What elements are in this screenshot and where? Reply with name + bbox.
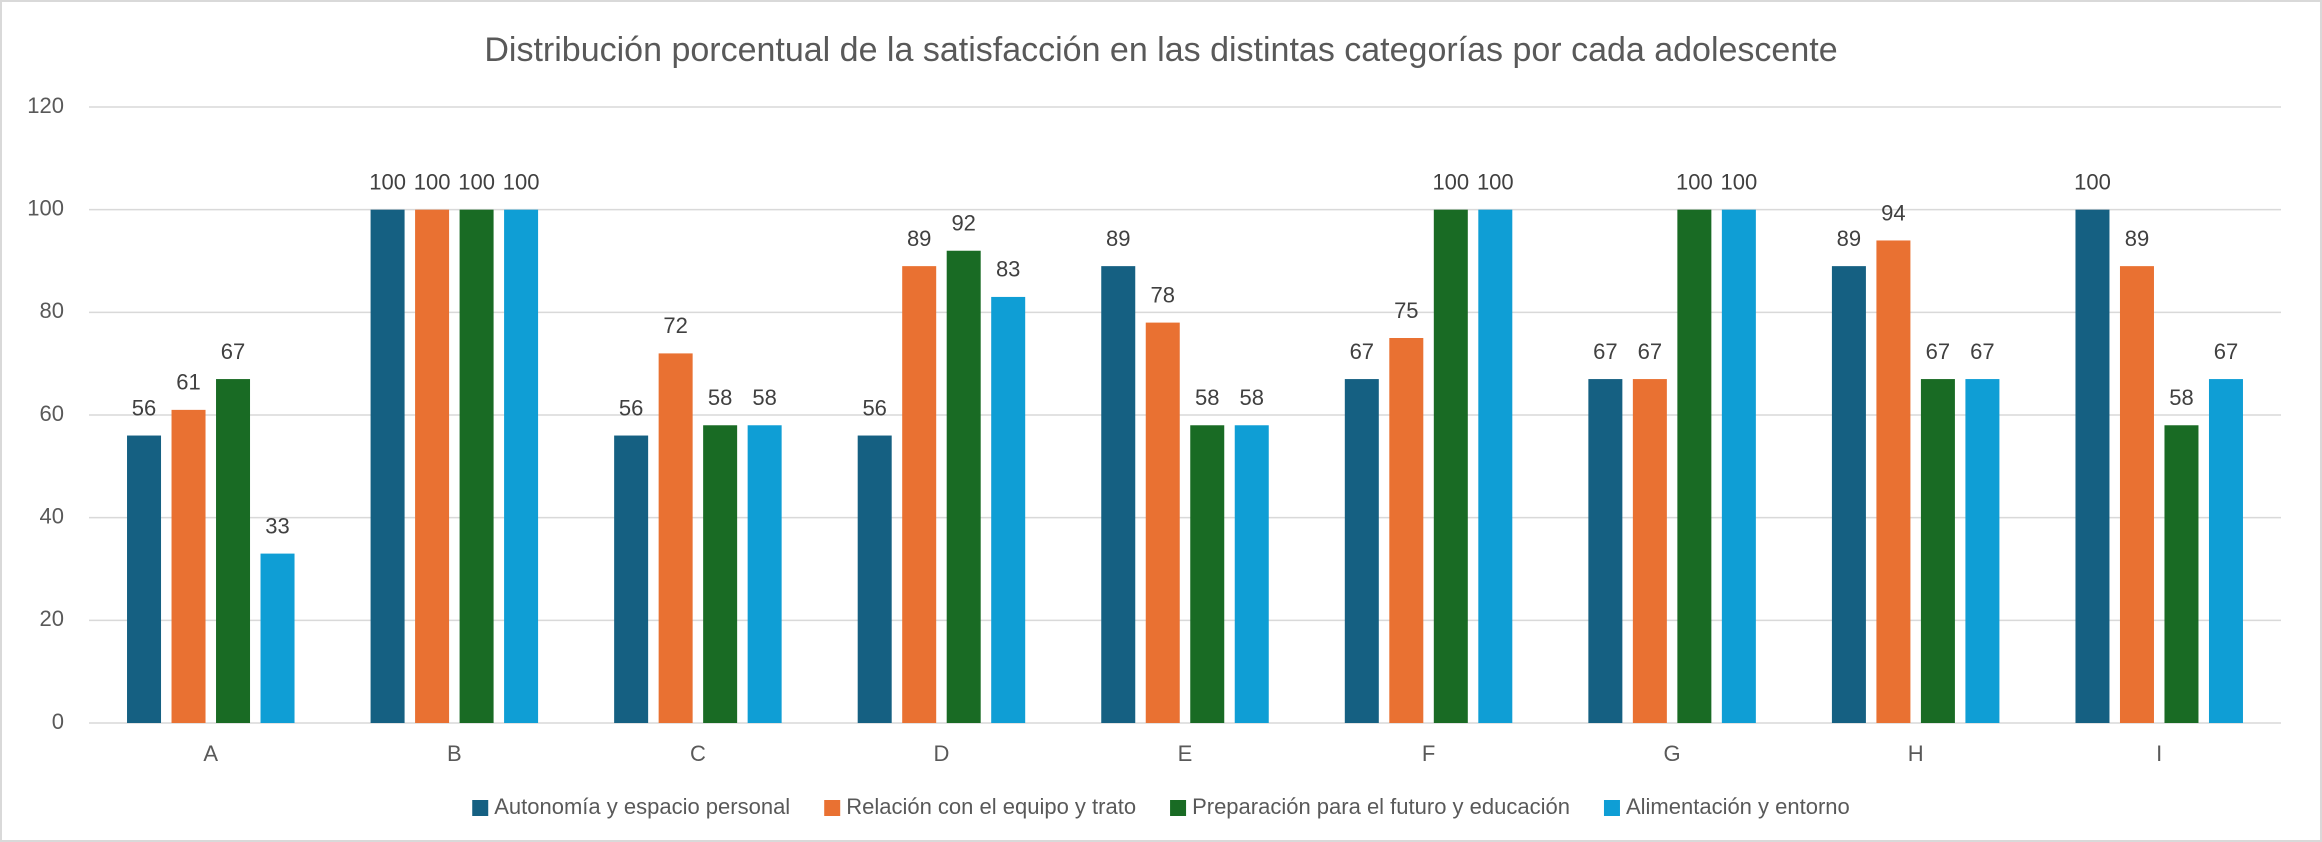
bar (658, 353, 693, 723)
legend-swatch (824, 800, 841, 816)
data-label: 100 (369, 169, 406, 194)
bar (504, 209, 539, 723)
x-tick-label: G (1664, 741, 1681, 766)
data-label: 100 (458, 169, 495, 194)
data-label: 100 (1721, 169, 1758, 194)
legend-label: Relación con el equipo y trato (846, 794, 1136, 819)
bar (614, 435, 649, 723)
x-tick-label: A (203, 741, 218, 766)
bar (1677, 209, 1712, 723)
bar (1389, 338, 1424, 723)
bar (1831, 266, 1866, 723)
x-tick-label: E (1178, 741, 1193, 766)
bar (1632, 379, 1667, 723)
bar (1920, 379, 1955, 723)
bar (370, 209, 405, 723)
data-label: 58 (752, 385, 776, 410)
bar (127, 435, 162, 723)
data-label: 67 (1593, 339, 1617, 364)
data-label: 100 (1432, 169, 1469, 194)
data-label: 83 (996, 257, 1020, 282)
data-label: 56 (132, 395, 156, 420)
data-label: 67 (221, 339, 245, 364)
legend-swatch (1603, 800, 1620, 816)
chart-title: Distribución porcentual de la satisfacci… (484, 31, 1837, 69)
data-label: 56 (862, 395, 886, 420)
bar (991, 296, 1026, 723)
data-label: 67 (1638, 339, 1662, 364)
bar (1433, 209, 1468, 723)
data-label: 67 (1926, 339, 1950, 364)
data-label: 56 (619, 395, 643, 420)
bar (2164, 425, 2199, 723)
y-tick-label: 40 (40, 503, 64, 528)
data-label: 89 (1106, 226, 1130, 251)
y-tick-label: 100 (27, 195, 64, 220)
data-label: 33 (265, 513, 289, 538)
data-label: 100 (503, 169, 540, 194)
bar (171, 409, 206, 723)
x-tick-label: I (2156, 741, 2162, 766)
data-label: 89 (2125, 226, 2149, 251)
bar (857, 435, 892, 723)
data-label: 67 (1350, 339, 1374, 364)
x-tick-label: D (933, 741, 949, 766)
x-tick-label: H (1908, 741, 1924, 766)
bar (946, 250, 981, 723)
legend-label: Alimentación y entorno (1626, 794, 1850, 819)
y-tick-label: 120 (27, 93, 64, 118)
bar (459, 209, 494, 723)
data-label: 67 (2214, 339, 2238, 364)
legend-swatch (1170, 800, 1187, 816)
data-label: 100 (1676, 169, 1713, 194)
data-label: 100 (1477, 169, 1514, 194)
bar (2119, 266, 2154, 723)
bar (1344, 379, 1379, 723)
data-label: 94 (1881, 200, 1905, 225)
y-tick-label: 20 (40, 606, 64, 631)
bar (2075, 209, 2110, 723)
bar (747, 425, 782, 723)
bar (1145, 322, 1180, 723)
bar (902, 266, 937, 723)
data-label: 72 (663, 313, 687, 338)
bar (260, 553, 295, 723)
bar (1101, 266, 1136, 723)
data-label: 75 (1394, 298, 1418, 323)
bar (1876, 240, 1911, 723)
data-label: 100 (2074, 169, 2111, 194)
bar (216, 379, 251, 723)
y-tick-label: 0 (52, 709, 64, 734)
legend-label: Autonomía y espacio personal (494, 794, 790, 819)
data-label: 58 (1195, 385, 1219, 410)
x-tick-label: B (447, 741, 462, 766)
data-label: 78 (1151, 282, 1175, 307)
data-label: 89 (1837, 226, 1861, 251)
data-label: 58 (2169, 385, 2193, 410)
data-label: 58 (1240, 385, 1264, 410)
y-tick-label: 60 (40, 401, 64, 426)
bar (1234, 425, 1269, 723)
bar (2208, 379, 2243, 723)
x-tick-label: F (1422, 741, 1435, 766)
legend-label: Preparación para el futuro y educación (1192, 794, 1570, 819)
bar (415, 209, 450, 723)
legend-swatch (472, 800, 489, 816)
data-label: 61 (176, 370, 200, 395)
bar (1965, 379, 2000, 723)
data-label: 67 (1970, 339, 1994, 364)
bar (1721, 209, 1756, 723)
bar (1588, 379, 1623, 723)
data-label: 89 (907, 226, 931, 251)
data-label: 100 (414, 169, 451, 194)
bar (1478, 209, 1513, 723)
bar (1190, 425, 1225, 723)
x-tick-label: C (690, 741, 706, 766)
y-tick-label: 80 (40, 298, 64, 323)
bar (703, 425, 738, 723)
data-label: 58 (708, 385, 732, 410)
data-label: 92 (951, 211, 975, 236)
